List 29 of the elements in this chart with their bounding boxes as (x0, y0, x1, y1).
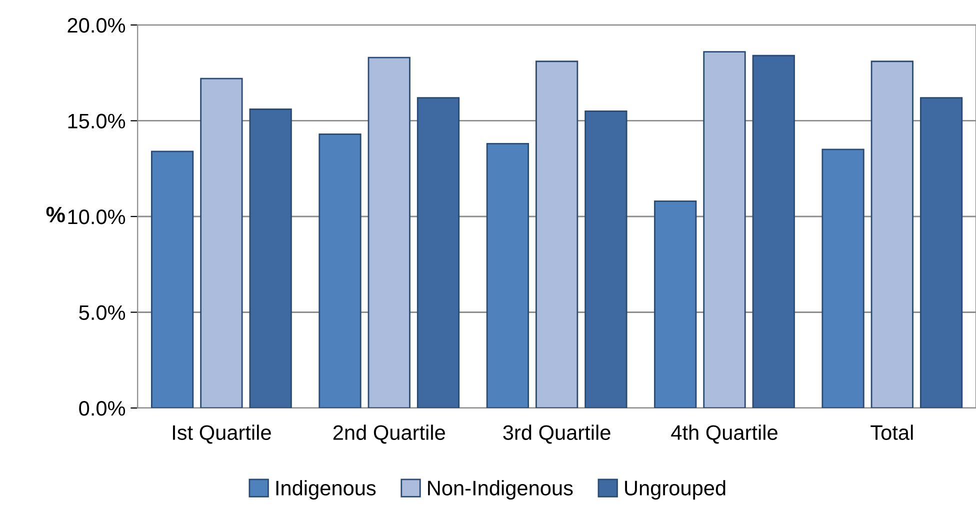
legend-label: Indigenous (276, 480, 376, 500)
bar (535, 60, 578, 408)
y-tick-label: 10.0% (68, 209, 126, 224)
bar (654, 200, 697, 408)
y-tick-label: 15.0% (68, 114, 126, 128)
bar (151, 150, 194, 408)
x-tick-label: 2nd Quartile (333, 424, 445, 444)
bar (368, 56, 410, 408)
bar (249, 108, 292, 408)
x-tick-label: Ist Quartile (173, 424, 271, 444)
bar (416, 97, 460, 408)
bar (703, 51, 746, 408)
bar (822, 148, 864, 408)
bar (200, 78, 243, 408)
x-tick-label: 4th Quartile (671, 424, 778, 444)
y-tick-label: 0.0% (79, 401, 126, 416)
bar (318, 133, 362, 408)
y-tick-label: 20.0% (68, 18, 126, 33)
bar (920, 97, 963, 408)
bar (870, 60, 914, 408)
bar (752, 54, 795, 408)
legend-label: Ungrouped (625, 480, 726, 500)
y-tick-label: 5.0% (79, 305, 126, 320)
x-tick-label: Total (870, 424, 913, 440)
legend-label: Non-Indigenous (428, 480, 573, 500)
x-tick-label: 3rd Quartile (503, 424, 610, 444)
y-axis-title: % (46, 206, 65, 222)
bar (584, 110, 628, 408)
bar (486, 143, 529, 408)
